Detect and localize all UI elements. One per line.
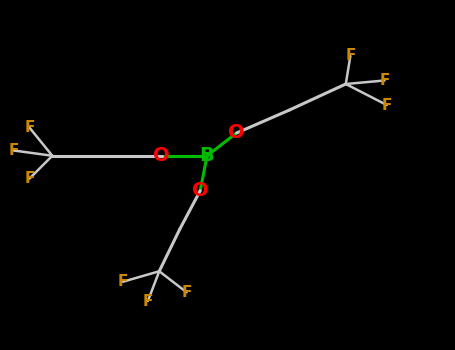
Text: F: F bbox=[345, 49, 355, 63]
Text: O: O bbox=[192, 181, 208, 200]
Text: F: F bbox=[382, 98, 392, 112]
Text: F: F bbox=[379, 73, 389, 88]
Text: F: F bbox=[143, 294, 153, 308]
Text: F: F bbox=[25, 171, 35, 186]
Text: F: F bbox=[9, 143, 19, 158]
Text: F: F bbox=[182, 285, 192, 300]
Text: F: F bbox=[118, 274, 128, 289]
Text: B: B bbox=[200, 146, 214, 165]
Text: O: O bbox=[153, 146, 170, 165]
Text: O: O bbox=[228, 124, 245, 142]
Text: F: F bbox=[25, 120, 35, 135]
